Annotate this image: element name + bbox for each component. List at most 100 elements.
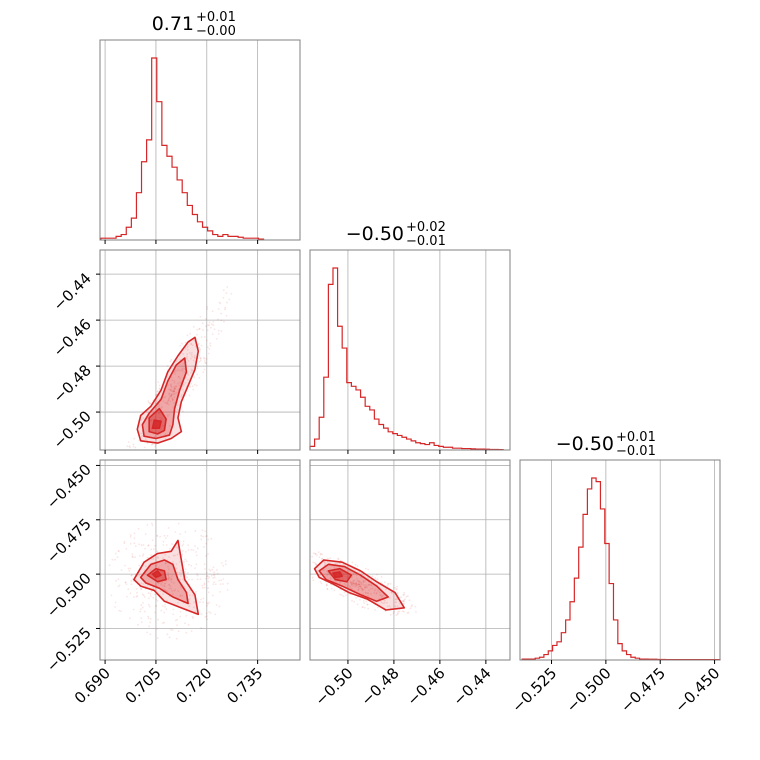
sample-point <box>364 591 367 594</box>
sample-point <box>164 437 167 440</box>
sample-point <box>363 606 366 609</box>
sample-point <box>362 584 365 586</box>
sample-point <box>186 353 189 355</box>
sample-point <box>387 583 389 585</box>
sample-point <box>179 595 182 598</box>
sample-point <box>225 292 228 295</box>
sample-point <box>167 577 170 580</box>
sample-point <box>395 614 398 617</box>
sample-point <box>175 563 178 566</box>
histogram-1 <box>309 267 504 451</box>
sample-point <box>116 556 119 559</box>
sample-point <box>200 336 203 338</box>
sample-point <box>170 577 173 580</box>
sample-point <box>164 603 167 606</box>
sample-point <box>375 591 378 594</box>
sample-point <box>396 612 399 615</box>
sample-point <box>333 565 336 568</box>
sample-point <box>169 395 171 398</box>
sample-point <box>398 610 401 613</box>
sample-point <box>172 608 175 611</box>
sample-point <box>120 610 122 612</box>
sample-point <box>188 394 191 397</box>
sample-point <box>166 633 169 636</box>
sample-point <box>168 636 171 639</box>
sample-point <box>324 562 327 565</box>
sample-point <box>207 580 210 583</box>
sample-point <box>395 597 398 599</box>
sample-point <box>377 590 379 592</box>
sample-point <box>374 608 377 611</box>
sample-point <box>165 590 168 592</box>
sample-point <box>143 610 146 613</box>
sample-point <box>348 585 351 588</box>
sample-point <box>403 593 405 596</box>
sample-point <box>170 628 172 631</box>
sample-point <box>338 562 341 565</box>
sample-point <box>168 398 170 400</box>
sample-point <box>350 582 352 585</box>
sample-point <box>171 398 174 401</box>
sample-point <box>126 445 129 448</box>
sample-point <box>154 394 157 397</box>
sample-point <box>408 599 411 602</box>
sample-point <box>368 583 370 586</box>
sample-point <box>165 402 168 405</box>
sample-point <box>351 582 354 585</box>
sample-point <box>142 594 145 597</box>
sample-point <box>351 583 354 585</box>
sample-point <box>406 612 409 615</box>
sample-point <box>205 571 208 574</box>
sample-point <box>225 314 228 317</box>
sample-point <box>200 598 202 601</box>
y-tick-label: −0.475 <box>43 515 95 567</box>
sample-point <box>222 564 225 567</box>
sample-point <box>199 578 202 581</box>
sample-point <box>395 588 398 590</box>
sample-point <box>396 591 399 594</box>
sample-point <box>140 621 143 624</box>
sample-point <box>182 388 184 391</box>
sample-point <box>196 547 199 550</box>
sample-point <box>189 385 192 388</box>
sample-point <box>180 572 183 575</box>
sample-point <box>150 548 153 551</box>
sample-point <box>176 546 178 549</box>
sample-point <box>213 573 216 576</box>
sample-point <box>182 543 185 546</box>
sample-point <box>164 433 167 436</box>
sample-point <box>187 544 189 547</box>
sample-point <box>208 568 211 571</box>
sample-point <box>205 318 207 320</box>
sample-point <box>389 613 392 616</box>
sample-point <box>127 588 130 591</box>
sample-point <box>379 594 382 597</box>
sample-point <box>142 583 145 585</box>
x-tick-label: −0.44 <box>449 664 494 709</box>
sample-point <box>220 330 223 333</box>
sample-point <box>311 555 314 558</box>
sample-point <box>357 586 360 589</box>
x-tick-label: −0.50 <box>312 664 357 709</box>
sample-point <box>164 553 167 556</box>
sample-point <box>396 585 399 588</box>
sample-point <box>213 571 216 574</box>
sample-point <box>150 554 152 557</box>
sample-point <box>189 589 191 592</box>
sample-point <box>203 360 206 362</box>
sample-point <box>183 570 186 573</box>
x-tick-label: −0.48 <box>358 664 403 709</box>
x-tick-label: −0.500 <box>563 664 615 716</box>
sample-point <box>174 531 177 533</box>
sample-point <box>124 581 127 584</box>
sample-point <box>174 387 176 390</box>
sample-point <box>316 554 318 557</box>
sample-point <box>147 544 150 547</box>
sample-point <box>181 342 183 345</box>
sample-point <box>187 374 190 376</box>
sample-point <box>173 390 176 393</box>
y-tick-label: −0.44 <box>50 269 95 314</box>
sample-point <box>368 589 370 592</box>
sample-point <box>374 588 377 591</box>
